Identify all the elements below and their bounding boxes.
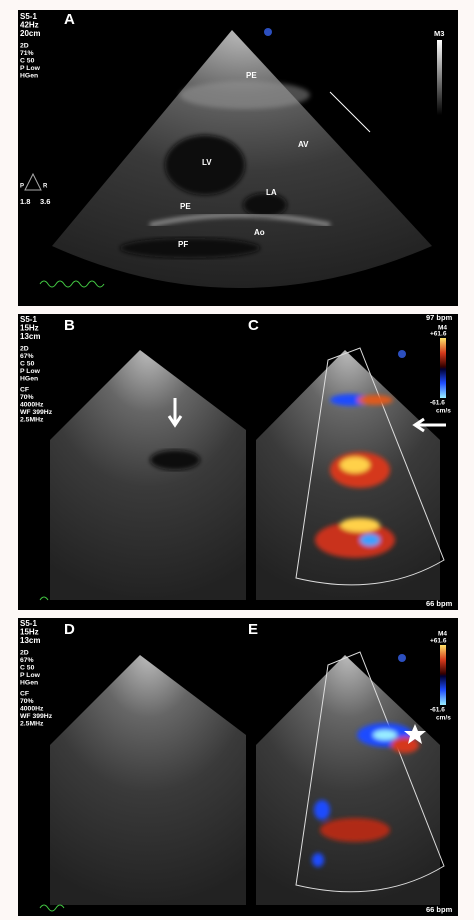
setting: P Low	[20, 368, 41, 375]
panel-e	[246, 618, 458, 916]
setting: 70%	[20, 394, 34, 401]
setting: 70%	[20, 698, 34, 705]
panel-b	[18, 314, 246, 610]
depth: 3.6	[40, 197, 50, 206]
depth: 1.8	[20, 197, 30, 206]
setting: P Low	[20, 672, 41, 679]
panel-d	[18, 618, 246, 916]
scale-label: M4	[438, 325, 447, 332]
velocity-max: +61.6	[430, 638, 447, 645]
setting: 15Hz	[20, 324, 39, 333]
setting: 13cm	[20, 636, 40, 645]
velocity-unit: cm/s	[436, 408, 451, 415]
annotation: AV	[298, 140, 309, 149]
setting: 2D	[20, 649, 29, 656]
annotation: PE	[246, 71, 257, 80]
setting: 2D	[20, 345, 29, 352]
setting: 4000Hz	[20, 705, 44, 712]
annotation: PE	[180, 202, 191, 211]
setting: C 50	[20, 360, 35, 367]
setting: 15Hz	[20, 628, 39, 637]
annotation: Ao	[254, 228, 265, 237]
velocity-min: -61.6	[430, 400, 445, 407]
setting: C 50	[20, 664, 35, 671]
setting: P Low	[20, 65, 41, 72]
setting: 42Hz	[20, 21, 39, 30]
setting: 4000Hz	[20, 401, 44, 408]
panel-c	[246, 314, 458, 610]
setting: CF	[20, 690, 29, 697]
orientation: P	[20, 184, 24, 190]
setting: 71%	[20, 50, 34, 57]
panel-label: B	[64, 317, 75, 334]
panel-label: E	[248, 621, 258, 638]
setting: 2.5MHz	[20, 417, 44, 424]
setting: HGen	[20, 680, 38, 687]
scale-label: M3	[434, 29, 444, 38]
velocity-min: -61.6	[430, 707, 445, 714]
orientation: R	[43, 184, 48, 190]
panel-a	[18, 10, 458, 306]
setting: 20cm	[20, 29, 40, 38]
setting: S5-1	[20, 619, 37, 628]
setting: WF 399Hz	[20, 409, 53, 416]
velocity-unit: cm/s	[436, 715, 451, 722]
setting: 2.5MHz	[20, 721, 44, 728]
annotation: LA	[266, 188, 277, 197]
velocity-max: +61.6	[430, 331, 447, 338]
setting: CF	[20, 386, 29, 393]
setting: 2D	[20, 42, 29, 49]
setting: WF 399Hz	[20, 713, 53, 720]
setting: 67%	[20, 353, 34, 360]
setting: HGen	[20, 73, 38, 80]
setting: C 50	[20, 57, 35, 64]
heart-rate: 66 bpm	[426, 599, 453, 608]
panel-label: C	[248, 317, 259, 334]
panel-label: A	[64, 11, 75, 28]
heart-rate: 66 bpm	[426, 905, 453, 914]
setting: 13cm	[20, 332, 40, 341]
setting: HGen	[20, 376, 38, 383]
heart-rate: 97 bpm	[426, 313, 453, 322]
panel-label: D	[64, 621, 75, 638]
setting: S5-1	[20, 12, 37, 21]
setting: 67%	[20, 657, 34, 664]
setting: S5-1	[20, 315, 37, 324]
annotation: PF	[178, 240, 188, 249]
annotation: LV	[202, 158, 212, 167]
scale-label: M4	[438, 631, 447, 638]
